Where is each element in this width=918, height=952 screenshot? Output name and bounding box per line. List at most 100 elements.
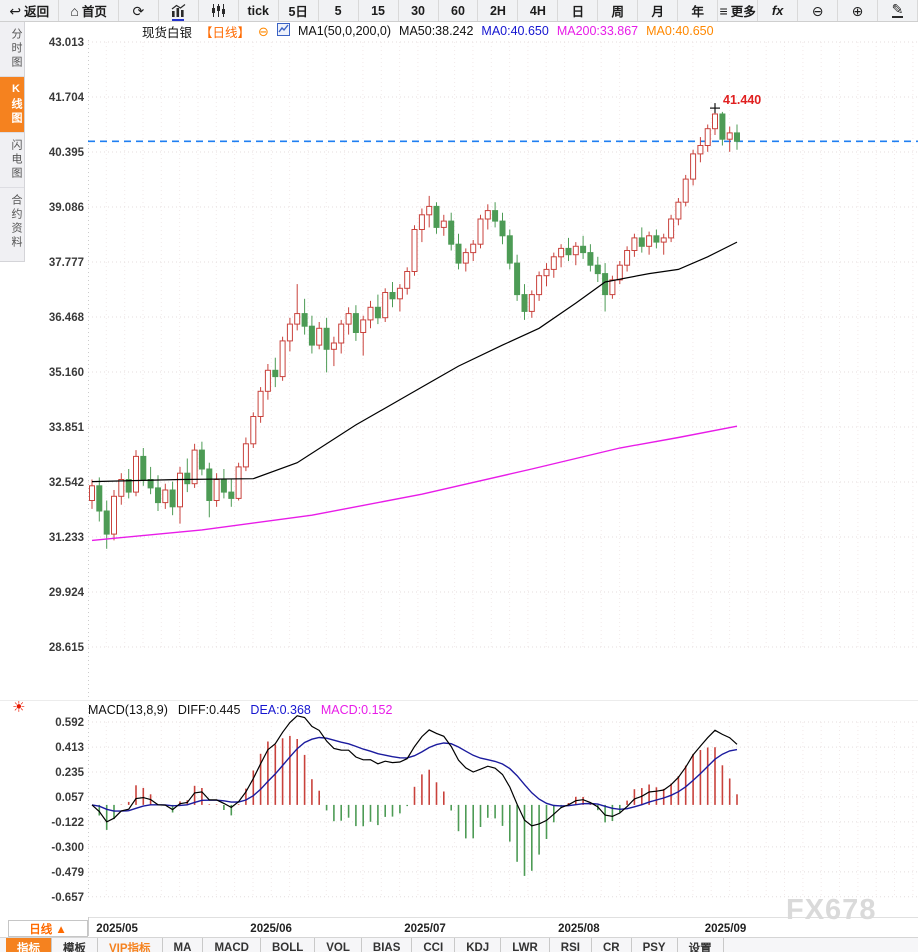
month-label: 2025/06 (250, 923, 292, 935)
toolbar-2h-button[interactable]: 2H (478, 0, 519, 21)
toolbar-4h-button[interactable]: 4H (518, 0, 559, 21)
toolbar-5d-label: 5日 (288, 5, 308, 19)
chart-header: 现货白银 【日线】 ⊖ MA1(50,0,200,0) MA50:38.242 … (142, 23, 714, 40)
collapse-icon[interactable]: ⊖ (258, 23, 269, 39)
sidebar-item-1[interactable]: K线图 (0, 76, 24, 132)
period-label: 【日线】 (200, 25, 251, 40)
macd-axis-label: 0.057 (55, 792, 84, 804)
toolbar-draw-button[interactable]: ✎ (878, 0, 918, 21)
toolbar-tick-label: tick (247, 3, 269, 18)
toolbar-day-label: 日 (571, 5, 585, 19)
ma200-line (91, 425, 738, 542)
toolbar-week-button[interactable]: 周 (598, 0, 639, 21)
toolbar-5d-button[interactable]: 5日 (279, 0, 319, 21)
price-gridlines: 43.013 41.704 40.395 39.086 37.777 36.468 35.1… (49, 37, 918, 654)
candles (89, 108, 740, 549)
indicator-tab-5[interactable]: BOLL (261, 938, 316, 952)
toolbar-month-button[interactable]: 月 (638, 0, 679, 21)
toolbar-week-label: 周 (611, 5, 625, 19)
ma200-value: MA200:33.867 (556, 24, 639, 38)
toolbar-15-button[interactable]: 15 (359, 0, 399, 21)
price-axis-label: 28.615 (49, 642, 85, 654)
macd-axis-label: 0.413 (55, 742, 84, 754)
toolbar-30-button[interactable]: 30 (399, 0, 439, 21)
price-axis-label: 39.086 (49, 202, 84, 214)
month-label: 2025/05 (96, 923, 138, 935)
macd-macd-value: MACD:0.152 (320, 703, 393, 717)
indicator-tab-13[interactable]: PSY (632, 938, 678, 952)
price-axis-label: 31.233 (49, 532, 84, 544)
sidebar-item-0[interactable]: 分时图 (10, 28, 22, 70)
toolbar-zoom-in-button[interactable]: ⊕ (838, 0, 878, 21)
toolbar-home-button[interactable]: ⌂ 首页 (59, 0, 119, 21)
dea-line (91, 736, 738, 812)
toolbar-day-button[interactable]: 日 (558, 0, 599, 21)
indicator-tab-4[interactable]: MACD (203, 938, 261, 952)
indicator-tab-8[interactable]: CCI (412, 938, 456, 952)
macd-axis-label: -0.657 (51, 892, 84, 904)
ma50-value: MA50:38.242 (399, 24, 474, 38)
indicator-tab-14[interactable]: 设置 (678, 938, 724, 952)
month-label: 2025/07 (404, 923, 446, 935)
high-marker: 41.440 (710, 93, 761, 114)
macd-axis-label: 0.235 (55, 767, 84, 779)
month-label: 2025/09 (705, 923, 747, 935)
toolbar-more-button[interactable]: ≡ 更多 (718, 0, 759, 21)
period-selector-button[interactable]: 日线 ▲ (8, 920, 88, 937)
macd-title: MACD(13,8,9) (88, 703, 168, 717)
price-axis-label: 35.160 (49, 367, 84, 379)
high-price-label: 41.440 (723, 93, 761, 107)
ma-settings-icon[interactable] (276, 23, 290, 39)
toolbar-60-button[interactable]: 60 (439, 0, 479, 21)
indicator-tab-2[interactable]: VIP指标 (98, 938, 163, 952)
price-axis-label: 41.704 (49, 92, 85, 104)
price-axis-label: 36.468 (49, 312, 85, 324)
price-axis-label: 29.924 (49, 587, 85, 599)
indicator-tab-10[interactable]: LWR (501, 938, 550, 952)
toolbar-fx-button[interactable]: fx (758, 0, 799, 21)
price-axis-label: 40.395 (49, 147, 85, 159)
toolbar-back-button[interactable]: ↩ 返回 (0, 0, 60, 21)
toolbar-zoom-out-button[interactable]: ⊖ (798, 0, 839, 21)
toolbar-5-label: 5 (334, 3, 342, 18)
macd-header: MACD(13,8,9) DIFF:0.445 DEA:0.368 MACD:0… (88, 702, 392, 718)
vertical-gridlines (105, 42, 914, 897)
top-toolbar: ↩ 返回 ⌂ 首页 ⟳ tick 5日 5 15 30 60 2H 4H 日周月年 ≡ 更多 fx ⊖ ⊕ ✎ (0, 0, 918, 22)
indicator-tab-9[interactable]: KDJ (455, 938, 502, 952)
toolbar-tick-button[interactable]: tick (239, 0, 279, 21)
toolbar-5-button[interactable]: 5 (319, 0, 359, 21)
toolbar-30-label: 30 (411, 3, 425, 18)
ma-params: MA1(50,0,200,0) (297, 24, 392, 38)
sidebar-item-3[interactable]: 合约资料 (0, 187, 24, 256)
toolbar-back-label: 返回 (24, 5, 50, 19)
toolbar-15-label: 15 (371, 3, 386, 18)
toolbar-bar-chart-button[interactable] (159, 0, 199, 21)
price-axis-label: 37.777 (49, 257, 84, 269)
toolbar-year-button[interactable]: 年 (678, 0, 719, 21)
macd-panel (91, 715, 738, 876)
sidebar-item-2[interactable]: 闪电图 (0, 132, 24, 187)
toolbar-4h-label: 4H (529, 3, 546, 18)
indicator-tab-bar: 指标 模板 VIP指标 MA MACD BOLL VOL BIAS CCI KDJ LWR RSI CR… (0, 937, 918, 952)
live-indicator-icon[interactable]: ☀ (12, 699, 26, 716)
toolbar-month-label: 月 (651, 5, 664, 19)
toolbar-year-label: 年 (691, 5, 704, 19)
price-axis-label: 43.013 (49, 37, 84, 49)
ma0-orange-value: MA0:40.650 (646, 24, 714, 38)
indicator-tab-12[interactable]: CR (592, 938, 632, 952)
macd-axis-label: -0.479 (51, 867, 84, 879)
indicator-tab-0[interactable]: 指标 (6, 938, 52, 952)
indicator-tab-6[interactable]: VOL (315, 938, 362, 952)
ma50-line (91, 241, 738, 483)
indicator-tab-1[interactable]: 模板 (52, 938, 98, 952)
ma0-blue-value: MA0:40.650 (481, 24, 549, 38)
indicator-tab-7[interactable]: BIAS (362, 938, 413, 952)
indicator-tab-3[interactable]: MA (163, 938, 204, 952)
toolbar-candle-chart-button[interactable] (199, 0, 239, 21)
toolbar-60-label: 60 (451, 3, 465, 18)
price-axis-label: 33.851 (49, 422, 85, 434)
watermark: FX678 (786, 894, 877, 926)
indicator-tab-11[interactable]: RSI (550, 938, 592, 952)
